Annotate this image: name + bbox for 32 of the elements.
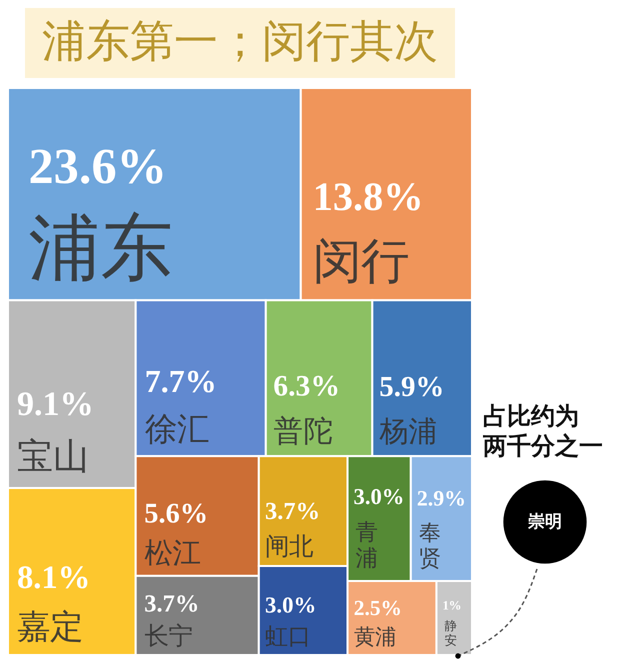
- data-label: 3.7%: [265, 498, 320, 525]
- category-label: 嘉定: [16, 606, 83, 646]
- category-label: 浦东: [28, 206, 172, 291]
- category-label: 松江: [144, 536, 200, 570]
- category-label: 宝山: [16, 434, 89, 478]
- category-label: 青浦: [356, 519, 379, 572]
- data-label: 3.0%: [354, 484, 404, 509]
- data-label: 13.8%: [312, 174, 424, 219]
- data-label: 2.9%: [416, 486, 466, 511]
- data-label: 9.1%: [16, 386, 94, 423]
- category-label: 黄浦: [354, 625, 396, 650]
- text: 占比约为两千分之一: [482, 402, 603, 460]
- data-label: 23.6%: [28, 138, 167, 194]
- data-label: 5.6%: [144, 498, 208, 530]
- category-label: 闸北: [265, 531, 314, 560]
- category-label: 奉贤: [418, 521, 441, 572]
- data-label: 2.5%: [354, 596, 402, 620]
- category-label: 静安: [444, 618, 458, 648]
- data-label: 5.9%: [379, 371, 444, 404]
- category-label: 普陀: [273, 412, 334, 448]
- category-label: 徐汇: [144, 410, 209, 448]
- category-label: 长宁: [144, 621, 192, 650]
- data-label: 3.0%: [265, 592, 316, 618]
- category-label: 杨浦: [378, 414, 438, 448]
- category-label: 崇明: [527, 512, 562, 532]
- data-label: 6.3%: [273, 370, 340, 403]
- category-label: 虹口: [265, 624, 312, 650]
- category-label: 闵行: [312, 234, 409, 290]
- data-label: 3.7%: [144, 590, 200, 618]
- text: 浦东第一；闵行其次: [42, 16, 438, 67]
- data-label: 7.7%: [144, 362, 217, 399]
- data-label: 8.1%: [16, 560, 90, 596]
